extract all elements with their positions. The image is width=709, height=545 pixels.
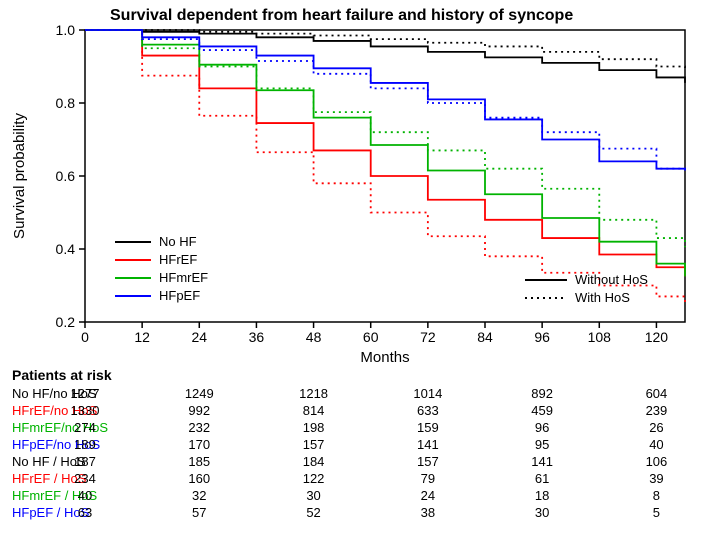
risk-value: 95 [535,437,549,452]
risk-value: 274 [74,420,96,435]
risk-value: 18 [535,488,549,503]
legend-style-label: With HoS [575,290,630,305]
survival-chart-svg: Survival dependent from heart failure an… [0,0,709,545]
risk-value: 892 [531,386,553,401]
curve-HFpEF_noHoS [85,30,685,171]
risk-value: 122 [303,471,325,486]
risk-value: 184 [303,454,325,469]
risk-value: 5 [653,505,660,520]
survival-chart-container: Survival dependent from heart failure an… [0,0,709,545]
risk-value: 8 [653,488,660,503]
risk-value: 1277 [71,386,100,401]
x-axis-label: Months [360,349,409,366]
risk-value: 106 [646,454,668,469]
x-tick-label: 0 [81,329,89,345]
risk-value: 141 [531,454,553,469]
y-axis-label: Survival probability [11,113,28,239]
risk-value: 189 [74,437,96,452]
risk-value: 61 [535,471,549,486]
risk-value: 30 [535,505,549,520]
legend-label: No HF [159,234,197,249]
y-tick-label: 0.2 [56,314,76,330]
risk-value: 1330 [71,403,100,418]
risk-value: 141 [417,437,439,452]
risk-value: 170 [188,437,210,452]
risk-value: 814 [303,403,325,418]
x-tick-label: 120 [645,329,669,345]
risk-value: 30 [306,488,320,503]
curve-HFpEF_HoS [85,30,685,171]
risk-value: 187 [74,454,96,469]
y-tick-label: 0.6 [56,168,76,184]
x-tick-label: 12 [134,329,150,345]
risk-value: 96 [535,420,549,435]
legend-label: HFmrEF [159,270,208,285]
risk-value: 1014 [413,386,442,401]
y-tick-label: 1.0 [56,22,76,38]
risk-value: 40 [78,488,92,503]
x-tick-label: 96 [534,329,550,345]
risk-value: 239 [646,403,668,418]
risk-value: 232 [188,420,210,435]
x-tick-label: 72 [420,329,436,345]
risk-value: 185 [188,454,210,469]
risk-value: 24 [421,488,435,503]
risk-value: 79 [421,471,435,486]
risk-value: 38 [421,505,435,520]
x-tick-label: 36 [249,329,265,345]
risk-value: 26 [649,420,663,435]
risk-value: 157 [417,454,439,469]
risk-value: 992 [188,403,210,418]
risk-value: 159 [417,420,439,435]
risk-value: 157 [303,437,325,452]
risk-value: 63 [78,505,92,520]
x-tick-label: 84 [477,329,493,345]
x-tick-label: 108 [588,329,612,345]
x-tick-label: 60 [363,329,379,345]
legend-label: HFrEF [159,252,197,267]
risk-value: 160 [188,471,210,486]
risk-value: 39 [649,471,663,486]
risk-value: 1218 [299,386,328,401]
risk-value: 234 [74,471,96,486]
y-tick-label: 0.4 [56,241,76,257]
curve-NoHF_HoS [85,30,685,70]
x-tick-label: 48 [306,329,322,345]
y-tick-label: 0.8 [56,95,76,111]
risk-value: 52 [306,505,320,520]
x-tick-label: 24 [191,329,207,345]
risk-value: 40 [649,437,663,452]
risk-value: 1249 [185,386,214,401]
risk-value: 604 [646,386,668,401]
risk-value: 459 [531,403,553,418]
risk-table-header: Patients at risk [12,367,112,383]
legend-style-label: Without HoS [575,272,648,287]
risk-value: 633 [417,403,439,418]
legend-label: HFpEF [159,288,200,303]
risk-value: 57 [192,505,206,520]
chart-title: Survival dependent from heart failure an… [110,7,573,24]
risk-value: 32 [192,488,206,503]
risk-value: 198 [303,420,325,435]
